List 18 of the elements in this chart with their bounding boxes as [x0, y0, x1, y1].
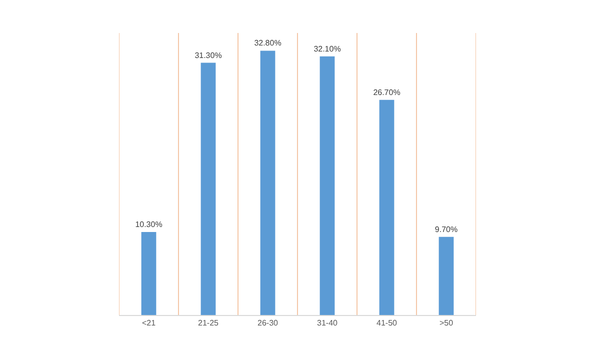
- bar: [320, 56, 335, 315]
- x-tick-label: 21-25: [198, 318, 220, 328]
- bar: [379, 100, 394, 315]
- bar: [438, 236, 454, 315]
- data-label: 32.10%: [314, 44, 341, 54]
- x-tick-label: 41-50: [376, 318, 398, 328]
- bar: [200, 62, 216, 315]
- bar: [141, 232, 156, 315]
- x-tick-label: <21: [142, 318, 156, 328]
- x-tick-label: 26-30: [258, 318, 279, 328]
- x-tick-label: 31-40: [317, 318, 338, 328]
- data-label: 31.30%: [194, 50, 222, 60]
- data-label: 26.70%: [373, 88, 400, 97]
- data-label: 32.80%: [254, 38, 282, 48]
- bar: [260, 50, 276, 315]
- data-label: 10.30%: [135, 220, 162, 230]
- x-tick-label: >50: [439, 318, 454, 328]
- data-label: 9.70%: [434, 224, 458, 234]
